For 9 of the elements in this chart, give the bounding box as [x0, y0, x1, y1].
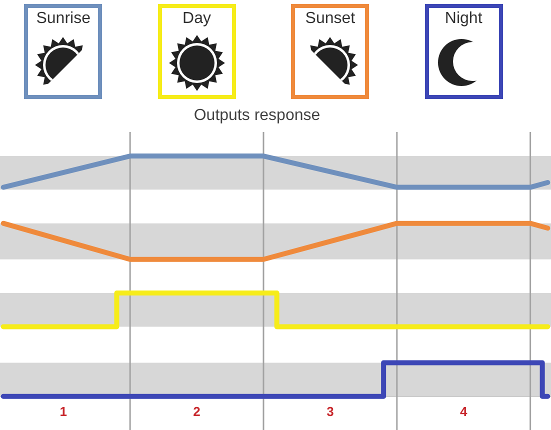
x-tick-label: 3	[326, 404, 334, 419]
x-tick-label: 4	[460, 404, 468, 419]
x-tick-label: 1	[60, 404, 67, 419]
x-tick-label: 2	[193, 404, 200, 419]
chart-title: Outputs response	[192, 106, 322, 125]
legend-label: Sunset	[304, 10, 356, 28]
legend-label: Night	[444, 10, 484, 28]
legend-label: Day	[182, 10, 212, 28]
legend-label: Sunrise	[35, 10, 92, 28]
